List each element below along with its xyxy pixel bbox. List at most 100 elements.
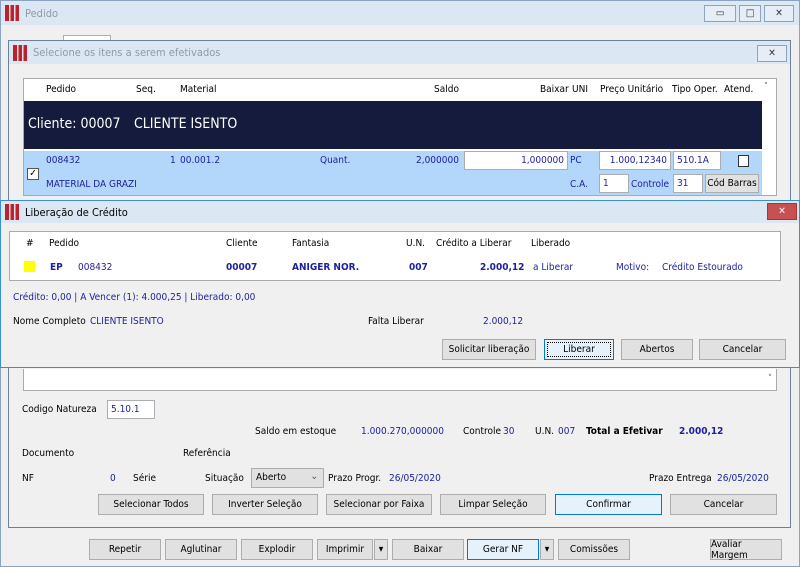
credit-liberado: a Liberar [533, 262, 574, 273]
col-preco[interactable]: Preço Unitário [600, 84, 664, 95]
imprimir-dropdown-icon[interactable]: ▾ [374, 539, 388, 560]
prazo-entrega-label: Prazo Entrega [649, 473, 712, 484]
codigo-natureza-input[interactable]: 5.10.1 [107, 400, 155, 419]
scroll-down-icon[interactable]: ˅ [767, 374, 772, 384]
row-quant-label: Quant. [320, 155, 351, 166]
limpar-selecao-button[interactable]: Limpar Seleção [440, 494, 546, 515]
row-uni: PC [570, 155, 582, 166]
select-close-button[interactable]: ✕ [757, 45, 787, 62]
col-material[interactable]: Material [180, 84, 217, 95]
serie-label: Série [133, 473, 156, 484]
credit-un: 007 [409, 262, 428, 273]
documento-label: Documento [22, 448, 75, 459]
main-title-bar: Pedido [1, 1, 799, 25]
group-client-name: CLIENTE ISENTO [134, 116, 238, 132]
abertos-button[interactable]: Abertos [621, 339, 693, 360]
scroll-up-icon[interactable]: ˄ [764, 82, 769, 92]
row-baixar-input[interactable]: 1,000000 [464, 151, 568, 170]
credit-row[interactable]: EP 008432 00007 ANIGER NOR. 007 2.000,12… [10, 258, 780, 278]
row-saldo: 2,000000 [416, 155, 459, 166]
row-atend-checkbox[interactable] [738, 155, 749, 167]
col-hash[interactable]: # [26, 238, 34, 249]
select-title-bar: Selecione os itens a serem efetivados [9, 41, 790, 64]
credit-cliente: 00007 [226, 262, 258, 273]
col-fantasia[interactable]: Fantasia [292, 238, 330, 249]
close-button[interactable]: ✕ [764, 5, 794, 22]
imprimir-button[interactable]: Imprimir [317, 539, 373, 560]
credit-pedido: 008432 [78, 262, 113, 273]
col-seq[interactable]: Seq. [136, 84, 156, 95]
app-logo-icon [5, 204, 19, 220]
solicitar-liberacao-button[interactable]: Solicitar liberação [442, 339, 536, 360]
credit-title: Liberação de Crédito [25, 205, 128, 219]
credit-close-button[interactable]: ✕ [767, 203, 797, 220]
row-checkbox[interactable]: ✓ [27, 168, 39, 180]
minimize-button[interactable]: ▭ [704, 5, 736, 22]
app-logo-icon [5, 5, 19, 21]
row-controle-label: Controle [631, 179, 670, 190]
col-cliente[interactable]: Cliente [226, 238, 258, 249]
inverter-selecao-button[interactable]: Inverter Seleção [212, 494, 318, 515]
falta-liberar-label: Falta Liberar [368, 316, 424, 327]
col-atend[interactable]: Atend. [724, 84, 754, 95]
grid-header: Pedido Seq. Material Saldo Baixar UNI Pr… [24, 79, 762, 101]
col-saldo[interactable]: Saldo [434, 84, 459, 95]
controle-value: 30 [503, 426, 515, 437]
col-uni[interactable]: UNI [572, 84, 588, 95]
liberar-button[interactable]: Liberar [544, 339, 614, 360]
col-un[interactable]: U.N. [406, 238, 426, 249]
selecionar-faixa-button[interactable]: Selecionar por Faixa [326, 494, 432, 515]
baixar-button[interactable]: Baixar [392, 539, 464, 560]
col-baixar[interactable]: Baixar [540, 84, 569, 95]
aglutinar-button[interactable]: Aglutinar [165, 539, 237, 560]
row-pedido: 008432 [46, 155, 81, 166]
referencia-label: Referência [183, 448, 231, 459]
row-controle-input[interactable]: 31 [673, 174, 703, 193]
chevron-down-icon: ⌄ [310, 471, 318, 482]
row-ca-label: C.A. [570, 179, 588, 190]
row-material: 00.001.2 [180, 155, 221, 166]
prazo-progr-value: 26/05/2020 [389, 473, 441, 484]
select-title: Selecione os itens a serem efetivados [33, 46, 221, 59]
selecionar-todos-button[interactable]: Selecionar Todos [98, 494, 204, 515]
credit-fantasia: ANIGER NOR. [292, 262, 360, 273]
maximize-button[interactable]: □ [739, 5, 761, 22]
row-preco-input[interactable]: 1.000,12340 [599, 151, 671, 170]
situacao-select[interactable]: Aberto ⌄ [251, 468, 324, 488]
comissoes-button[interactable]: Comissões [558, 539, 630, 560]
un-value: 007 [558, 426, 576, 437]
col-pedido[interactable]: Pedido [46, 84, 77, 95]
falta-liberar-value: 2.000,12 [483, 316, 524, 327]
col-credito[interactable]: Crédito a Liberar [436, 238, 512, 249]
saldo-estoque-value: 1.000.270,000000 [361, 426, 444, 437]
credit-motivo-label: Motivo: [616, 262, 650, 273]
controle-label: Controle [463, 426, 502, 437]
situacao-value: Aberto [256, 472, 287, 483]
table-row[interactable]: ✓ 008432 1 00.001.2 Quant. 2,000000 1,00… [24, 151, 762, 195]
select-cancelar-button[interactable]: Cancelar [670, 494, 777, 515]
credit-summary: Crédito: 0,00 | A Vencer (1): 4.000,25 |… [13, 292, 256, 303]
confirmar-button[interactable]: Confirmar [555, 494, 662, 515]
gerar-nf-dropdown-icon[interactable]: ▾ [540, 539, 554, 560]
col-tipo[interactable]: Tipo Oper. [672, 84, 718, 95]
row-tipo-input[interactable]: 510.1A [673, 151, 721, 170]
nome-completo-value: CLIENTE ISENTO [90, 316, 164, 327]
nf-value: 0 [110, 473, 116, 484]
nome-completo-label: Nome Completo [13, 316, 86, 327]
credit-title-bar: Liberação de Crédito [1, 201, 799, 223]
avaliar-margem-button[interactable]: Avaliar Margem [710, 539, 782, 561]
col-liberado[interactable]: Liberado [531, 238, 571, 249]
credit-tipo: EP [50, 262, 63, 273]
repetir-button[interactable]: Repetir [89, 539, 161, 560]
status-indicator [24, 261, 35, 272]
saldo-estoque-label: Saldo em estoque [255, 426, 337, 437]
credit-cancelar-button[interactable]: Cancelar [699, 339, 786, 360]
col-pedido[interactable]: Pedido [49, 238, 80, 249]
row-ca-input[interactable]: 1 [599, 174, 629, 193]
credit-grid: # Pedido Cliente Fantasia U.N. Crédito a… [9, 231, 781, 281]
gerar-nf-button[interactable]: Gerar NF [467, 539, 539, 560]
explodir-button[interactable]: Explodir [241, 539, 313, 560]
cod-barras-button[interactable]: Cód Barras [705, 174, 759, 193]
items-grid: Pedido Seq. Material Saldo Baixar UNI Pr… [23, 78, 777, 196]
codigo-natureza-label: Codigo Natureza [22, 404, 97, 415]
